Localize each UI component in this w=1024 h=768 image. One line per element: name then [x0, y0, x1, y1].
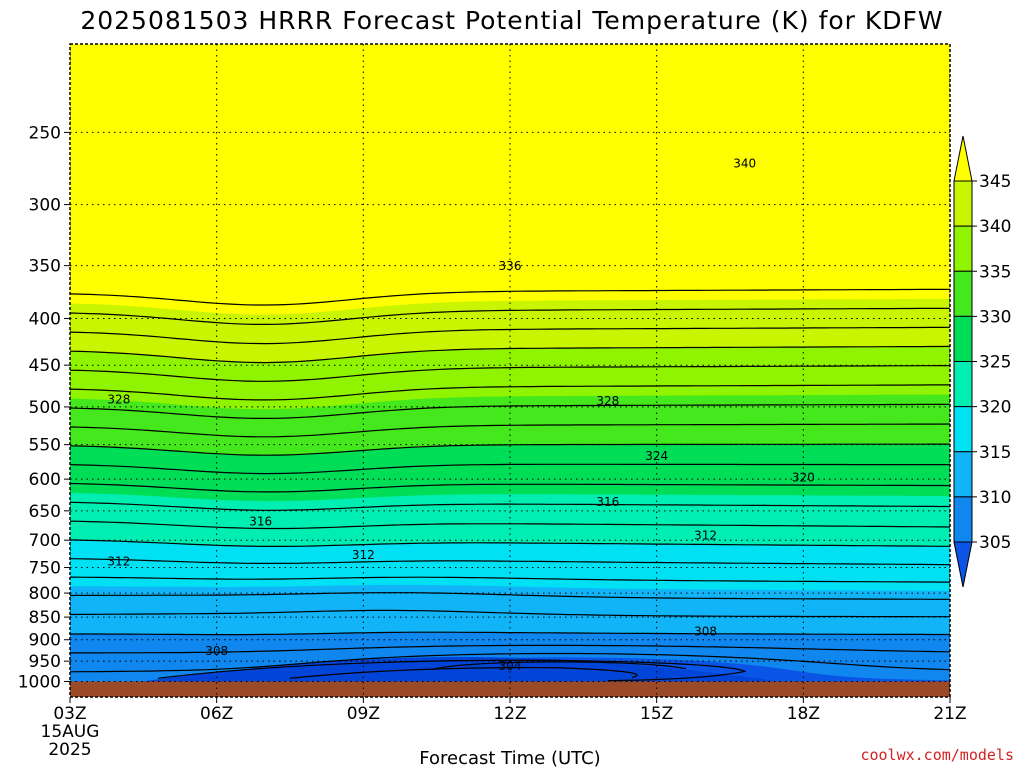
colorbar-box — [953, 496, 973, 543]
colorbar-bottom-arrow — [953, 541, 973, 588]
y-axis: 250 300 350 400 450 500 550 600 650 700 750 800 850 9… — [18, 123, 70, 692]
x-axis-label: Forecast Time (UTC) — [419, 748, 600, 768]
contour-334 — [70, 403, 950, 419]
contour-label-308: 308 — [205, 644, 228, 658]
y-tick-500: 500 — [29, 398, 61, 418]
chart-title: 2025081503 HRRR Forecast Potential Tempe… — [80, 6, 943, 35]
colorbar-label-330: 330 — [979, 307, 1011, 327]
y-tick-750: 750 — [29, 559, 61, 579]
y-tick-550: 550 — [29, 436, 61, 456]
x-tick-06Z: 06Z — [200, 704, 233, 724]
contour-label-312: 312 — [694, 529, 717, 543]
contour-label-324: 324 — [645, 449, 668, 463]
contour-label-312: 312 — [352, 548, 375, 562]
colorbar-label-320: 320 — [979, 398, 1011, 418]
colorbar-box — [953, 315, 973, 362]
contour-label-312: 312 — [107, 555, 130, 569]
contour-label-316: 316 — [249, 515, 272, 529]
x-axis: 03Z 06Z 09Z 12Z 15Z 18Z 21Z — [53, 697, 967, 724]
x-sub-label-year: 2025 — [48, 740, 91, 760]
contour-label-316: 316 — [596, 495, 619, 509]
contour-label-308: 308 — [694, 624, 717, 638]
colorbar-label-315: 315 — [979, 443, 1011, 463]
contour-label-336: 336 — [499, 259, 522, 273]
colorbar-box — [953, 406, 973, 453]
plot-area: 340 336 328 328 324 320 316 316 312 312 312 308 308 3… — [70, 44, 950, 697]
x-tick-15Z: 15Z — [640, 704, 673, 724]
colorbar-label-325: 325 — [979, 353, 1011, 373]
contour-label-340: 340 — [733, 156, 756, 170]
colorbar-label-345: 345 — [979, 172, 1011, 192]
band-above-345 — [70, 44, 950, 315]
contour-324 — [70, 501, 950, 511]
x-tick-09Z: 09Z — [347, 704, 380, 724]
y-tick-300: 300 — [29, 196, 61, 216]
colorbar-box — [953, 361, 973, 408]
ground-below-surface — [70, 681, 950, 697]
y-tick-350: 350 — [29, 257, 61, 277]
contour-304 — [431, 661, 687, 671]
low-theta-core — [143, 657, 779, 682]
x-tick-18Z: 18Z — [787, 704, 820, 724]
band-304-core — [143, 657, 779, 682]
y-tick-600: 600 — [29, 470, 61, 490]
y-tick-800: 800 — [29, 584, 61, 604]
y-tick-400: 400 — [29, 310, 61, 330]
y-tick-450: 450 — [29, 356, 61, 376]
y-tick-950: 950 — [29, 652, 61, 672]
colorbar: 345 340 335 330 325 320 315 310 305 — [953, 135, 1011, 588]
gridlines — [70, 44, 950, 697]
colorbar-box — [953, 225, 973, 272]
contour-label-328: 328 — [107, 392, 130, 406]
colorbar-top-arrow — [953, 135, 973, 182]
colorbar-box — [953, 451, 973, 498]
colorbar-label-305: 305 — [979, 533, 1011, 553]
x-sub-label-date: 15AUG — [41, 722, 100, 742]
contour-label-328: 328 — [596, 394, 619, 408]
y-tick-700: 700 — [29, 531, 61, 551]
y-tick-1000: 1000 — [18, 672, 61, 692]
colorbar-label-340: 340 — [979, 217, 1011, 237]
contour-label-320: 320 — [792, 471, 815, 485]
y-tick-900: 900 — [29, 631, 61, 651]
x-tick-03Z: 03Z — [53, 704, 86, 724]
temperature-bands — [70, 44, 950, 697]
contour-label-304: 304 — [499, 659, 522, 673]
contour-304-closed — [289, 666, 638, 679]
colorbar-label-335: 335 — [979, 262, 1011, 282]
x-tick-12Z: 12Z — [493, 704, 526, 724]
credit-text: coolwx.com/models — [860, 746, 1014, 764]
y-tick-650: 650 — [29, 502, 61, 522]
y-tick-250: 250 — [29, 123, 61, 143]
x-tick-21Z: 21Z — [933, 704, 966, 724]
contour-labels: 340 336 328 328 324 320 316 316 312 312 312 308 308 3… — [107, 156, 815, 673]
colorbar-box — [953, 180, 973, 227]
colorbar-box — [953, 270, 973, 317]
colorbar-label-310: 310 — [979, 488, 1011, 508]
contour-328 — [70, 463, 950, 475]
contour-308 — [70, 644, 950, 654]
y-tick-850: 850 — [29, 608, 61, 628]
